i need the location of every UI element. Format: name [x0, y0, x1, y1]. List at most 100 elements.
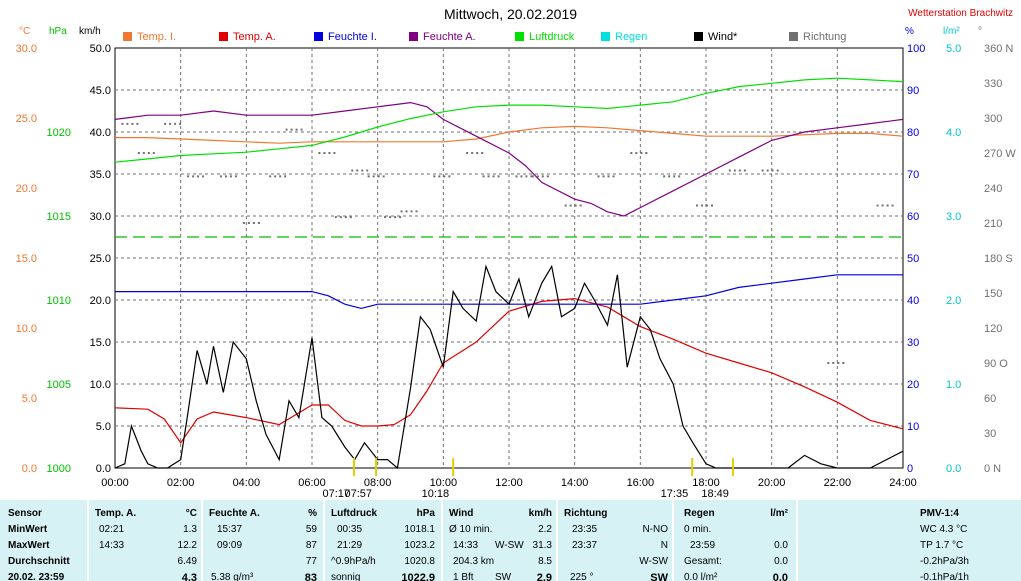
chart-legend: Temp. I. Temp. A. Feuchte I. Feuchte A. Luft…: [115, 31, 905, 45]
weather-chart: 00:00 02:00 04:00 06:00 08:00 10:00 12:00 14:00…: [16, 43, 1017, 500]
humidity-tick-label: 90: [907, 85, 919, 97]
wind-section: Wind km/h Ø 10 min. 2.2 14:33 W-SW 31.3 …: [443, 500, 556, 581]
humidity-tick-label: 0: [907, 463, 913, 475]
wind-header: Wind: [449, 508, 474, 519]
humidity-tick-label: 60: [907, 211, 919, 223]
table-separator: [441, 500, 443, 581]
temp-avg-value: 6.49: [177, 556, 197, 567]
wind-current-value: 2.9: [536, 572, 552, 581]
series-line-temp-a: [114, 297, 904, 444]
chart-axes: 00:00 02:00 04:00 06:00 08:00 10:00 12:00 14:00…: [16, 43, 1017, 489]
humidity-tick-label: 10: [907, 421, 919, 433]
humidity-max-value: 87: [305, 540, 317, 551]
table-separator: [796, 500, 798, 581]
direction-tick-label: 150: [984, 288, 1002, 300]
pressure-avg-value: 1020.8: [404, 556, 435, 567]
rain-duration: 0 min.: [684, 524, 712, 535]
x-tick-label: 14:00: [561, 477, 589, 489]
legend-label: Temp. A.: [233, 31, 276, 43]
legend-label: Regen: [615, 31, 648, 43]
temp-tick-label: 30.0: [16, 43, 37, 55]
legend-label: Feuchte A.: [423, 31, 476, 43]
sensor-row-current: 20.02. 23:59: [8, 572, 65, 581]
chart-grid: [115, 48, 903, 468]
wind-tick-label: 40.0: [90, 127, 111, 139]
time-marker-label: 10:18: [422, 488, 450, 500]
direction-tick-label: 0 N: [984, 463, 1001, 475]
x-tick-label: 06:00: [298, 477, 326, 489]
wind-tick-label: 50.0: [90, 43, 111, 55]
unit-wind: km/h: [79, 26, 101, 37]
direction-tick-label: 90 O: [984, 358, 1008, 370]
wind-current-dir: SW: [495, 572, 512, 581]
series-line-wind: [114, 264, 904, 470]
unit-rain: l/m²: [943, 26, 960, 37]
wind-max-value: 31.3: [532, 540, 552, 551]
rain-tick-label: 0.0: [946, 463, 961, 475]
unit-direction: °: [978, 26, 982, 37]
pressure-tick-label: 1000: [47, 463, 71, 475]
legend-item: Temp. I.: [123, 31, 176, 43]
direction-min-value: N-NO: [642, 524, 668, 535]
time-marker-label: 07:17: [322, 488, 350, 500]
unit-pressure: hPa: [49, 26, 67, 37]
x-tick-label: 02:00: [167, 477, 195, 489]
pressure-max-value: 1023.2: [404, 540, 435, 551]
legend-swatch: [123, 32, 132, 41]
x-tick-label: 24:00: [889, 477, 917, 489]
station-name: Wetterstation Brachwitz: [908, 8, 1013, 19]
humidity-tick-label: 30: [907, 337, 919, 349]
legend-item: Temp. A.: [219, 31, 276, 43]
wind-distance: 204.3 km: [453, 556, 495, 567]
pressure-trend: ^0.9hPa/h: [331, 556, 376, 567]
legend-item: Feuchte A.: [409, 31, 476, 43]
temp-unit: °C: [185, 508, 197, 519]
pressure-section: Luftdruck hPa 00:35 1018.1 21:29 1023.2 …: [325, 500, 441, 581]
direction-current-deg: 225 °: [570, 572, 594, 581]
legend-swatch: [601, 32, 610, 41]
series-line-feuchte-a: [114, 101, 904, 217]
temp-tick-label: 15.0: [16, 253, 37, 265]
humidity-unit: %: [308, 508, 317, 519]
wind-avg-value: 8.5: [538, 556, 552, 567]
x-tick-label: 12:00: [495, 477, 523, 489]
pressure-header: Luftdruck: [331, 508, 378, 519]
direction-section: Richtung 23:35 N-NO 23:37 N W-SW 225 ° S…: [558, 500, 672, 581]
direction-tick-label: 330: [984, 78, 1002, 90]
legend-label: Luftdruck: [529, 31, 575, 43]
humidity-avg-value: 77: [305, 556, 317, 567]
sensor-row-max: MaxWert: [8, 540, 50, 551]
direction-tick-label: 30: [984, 428, 996, 440]
legend-item: Richtung: [789, 31, 846, 43]
pressure-max-time: 21:29: [337, 540, 363, 551]
wind-tick-label: 30.0: [90, 211, 111, 223]
rain-total-label: Gesamt:: [684, 556, 722, 567]
wind-max-time: 14:33: [453, 540, 479, 551]
temp-max-value: 12.2: [177, 540, 197, 551]
pmv-section: PMV-1:4 WC 4.3 °C TP 1.7 °C -0.2hPa/3h -…: [798, 500, 1021, 581]
pressure-tick-label: 1015: [47, 211, 71, 223]
x-tick-label: 10:00: [430, 477, 458, 489]
wind-avg-label: Ø 10 min.: [449, 524, 493, 535]
wind-tick-label: 10.0: [90, 379, 111, 391]
temp-tick-label: 20.0: [16, 183, 37, 195]
x-tick-label: 16:00: [627, 477, 655, 489]
humidity-max-time: 09:09: [217, 540, 243, 551]
table-separator: [201, 500, 203, 581]
x-tick-label: 00:00: [101, 477, 129, 489]
pressure-forecast: sonnig: [331, 572, 361, 581]
wind-tick-label: 0.0: [96, 463, 111, 475]
legend-item: Regen: [601, 31, 647, 43]
wind-unit: km/h: [528, 508, 552, 519]
humidity-header: Feuchte A.: [209, 508, 260, 519]
humidity-tick-label: 40: [907, 295, 919, 307]
wind-tick-label: 15.0: [90, 337, 111, 349]
legend-item: Feuchte I.: [314, 31, 377, 43]
pressure-current-value: 1022.9: [401, 572, 435, 581]
pressure-tick-label: 1020: [47, 127, 71, 139]
rain-total-value: 0.0: [774, 556, 788, 567]
pressure-unit: hPa: [416, 508, 435, 519]
legend-swatch: [789, 32, 798, 41]
wind-avg10-value: 2.2: [538, 524, 552, 535]
